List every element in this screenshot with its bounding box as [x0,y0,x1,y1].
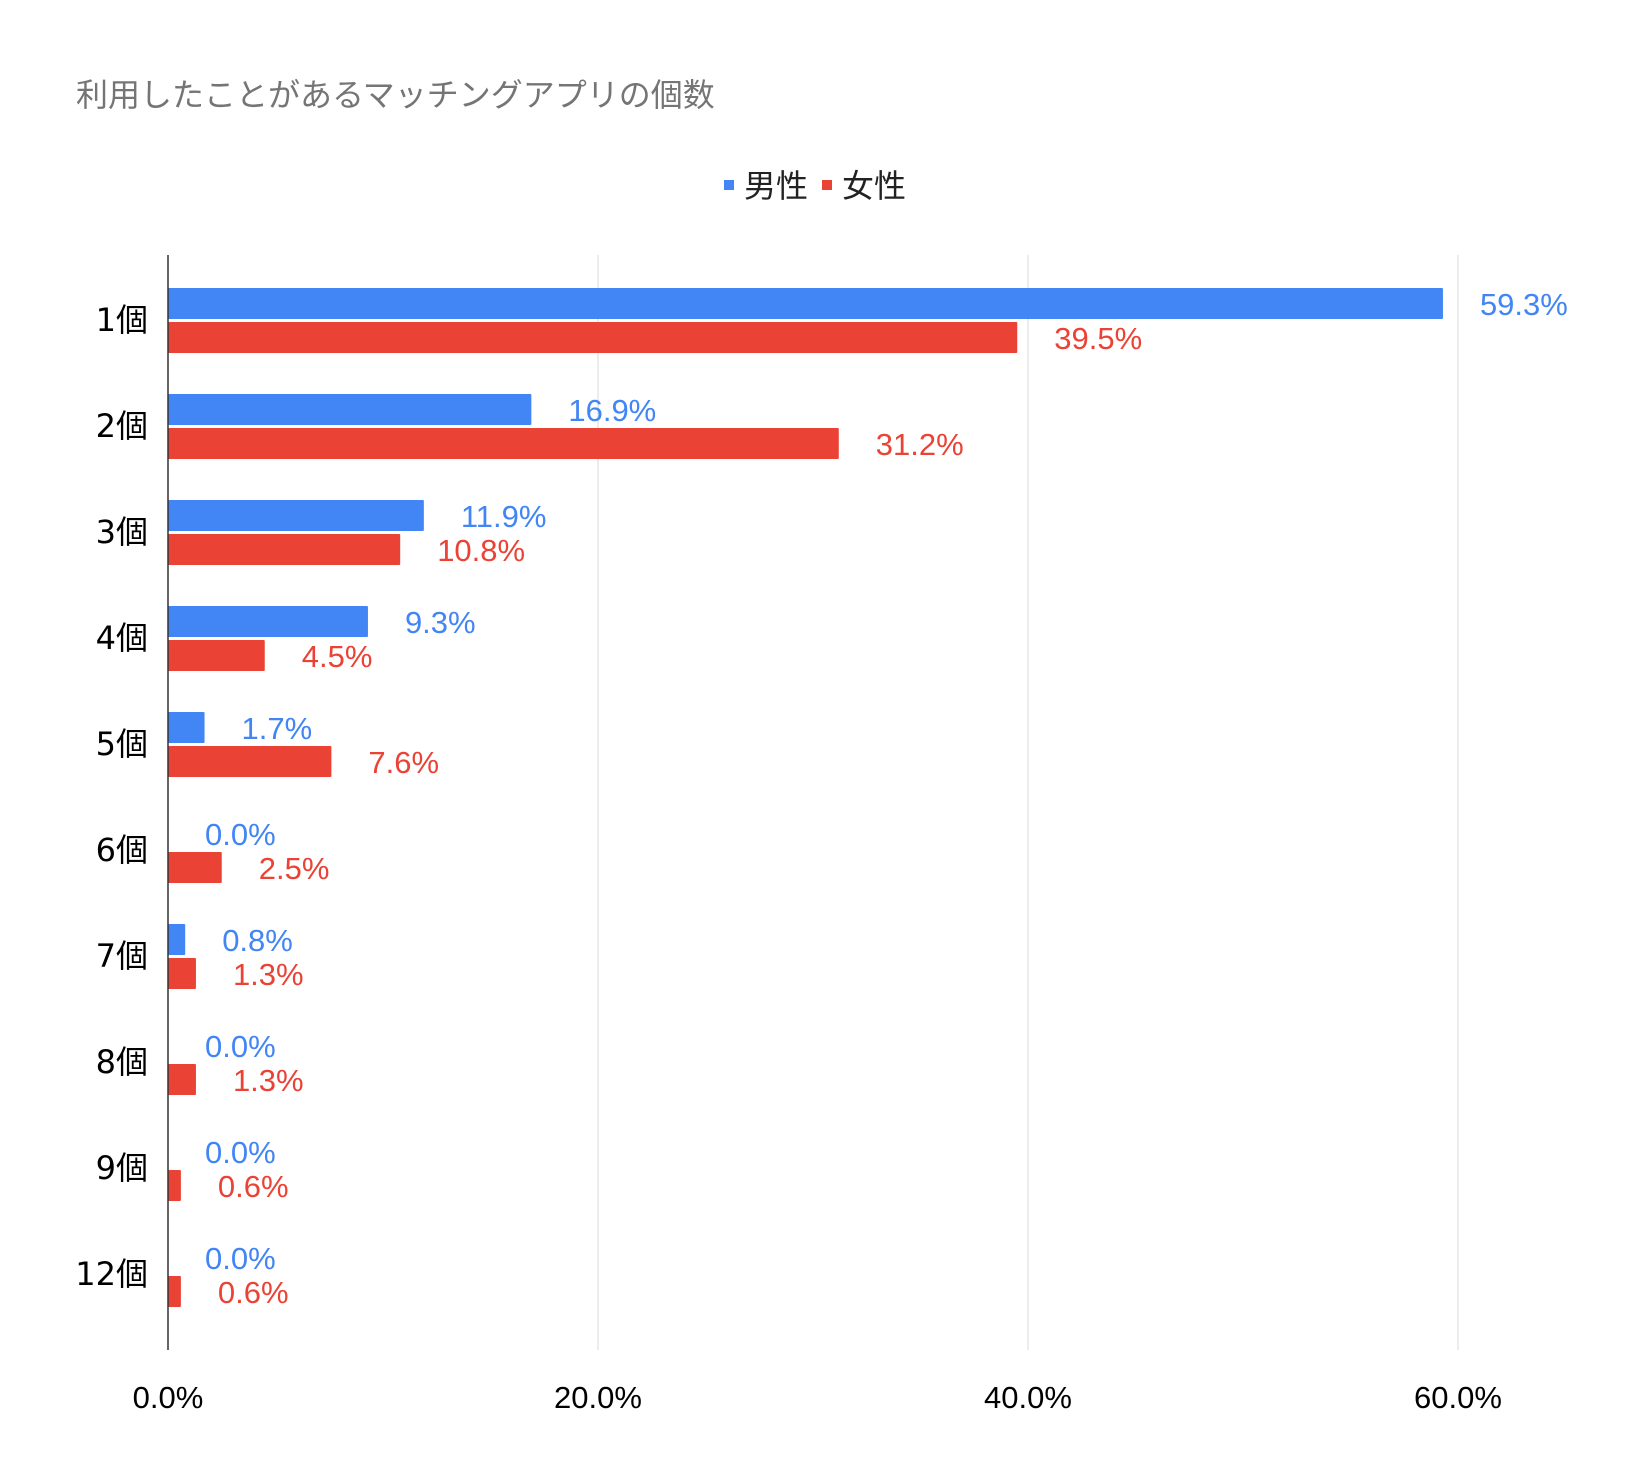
bar-female-6 [168,958,196,989]
bar-female-2 [168,534,401,565]
category-label-8: 9個 [96,1149,148,1187]
data-label-female-5: 2.5% [259,851,330,886]
data-label-female-2: 10.8% [437,533,525,568]
data-label-male-0: 59.3% [1480,287,1568,322]
data-label-male-9: 0.0% [205,1241,276,1276]
bar-female-4 [168,746,332,777]
bar-female-9 [168,1276,181,1307]
bar-female-1 [168,428,839,459]
category-label-5: 6個 [96,831,148,869]
category-label-7: 8個 [96,1043,148,1081]
data-labels: 59.3% 39.5% 16.9% 31.2% 11.9%10.8% 9.3% 4.5% 1.… [205,287,1568,1310]
data-label-male-3: 9.3% [405,605,476,640]
data-label-female-8: 0.6% [218,1169,289,1204]
data-label-female-6: 1.3% [233,957,304,992]
data-label-male-5: 0.0% [205,817,276,852]
data-label-female-7: 1.3% [233,1063,304,1098]
data-label-male-7: 0.0% [205,1029,276,1064]
legend-label-male: 男性 [744,167,808,205]
bar-male-6 [168,924,186,955]
bar-female-0 [168,322,1018,353]
category-label-0: 1個 [96,301,148,339]
x-tick-label-2: 40.0% [984,1380,1072,1415]
data-label-male-2: 11.9% [461,499,547,534]
legend: 男性 女性 [724,167,906,205]
data-label-male-6: 0.8% [222,923,293,958]
legend-label-female: 女性 [842,167,906,205]
bar-male-0 [168,288,1443,319]
gridlines [597,255,1459,1350]
category-label-6: 7個 [96,937,148,975]
data-label-male-1: 16.9% [568,393,656,428]
x-tick-label-0: 0.0% [133,1380,204,1415]
value-axis-tick-labels: 0.0% 20.0% 40.0% 60.0% [133,1380,1502,1415]
bar-male-4 [168,712,205,743]
bar-male-2 [168,500,424,531]
data-label-female-1: 31.2% [876,427,964,462]
data-label-female-4: 7.6% [368,745,439,780]
bar-female-8 [168,1170,181,1201]
category-axis-labels: 1個 2個 3個 4個 5個 6個 7個 8個 9個 12個 [75,301,148,1293]
x-tick-label-1: 20.0% [554,1380,642,1415]
data-label-female-9: 0.6% [218,1275,289,1310]
data-label-male-8: 0.0% [205,1135,276,1170]
x-tick-label-3: 60.0% [1414,1380,1502,1415]
category-label-3: 4個 [96,619,148,657]
bars [168,288,1443,1307]
bar-female-7 [168,1064,196,1095]
data-label-male-4: 1.7% [242,711,313,746]
bar-male-3 [168,606,368,637]
bar-female-5 [168,852,222,883]
category-label-1: 2個 [96,407,148,445]
bar-female-3 [168,640,265,671]
data-label-female-0: 39.5% [1054,321,1142,356]
data-label-female-3: 4.5% [302,639,373,674]
category-label-9: 12個 [75,1255,148,1293]
legend-swatch-female [822,180,832,190]
category-label-2: 3個 [96,513,148,551]
legend-swatch-male [724,180,734,190]
bar-male-1 [168,394,532,425]
chart-title: 利用したことがあるマッチングアプリの個数 [76,76,715,114]
category-label-4: 5個 [96,725,148,763]
